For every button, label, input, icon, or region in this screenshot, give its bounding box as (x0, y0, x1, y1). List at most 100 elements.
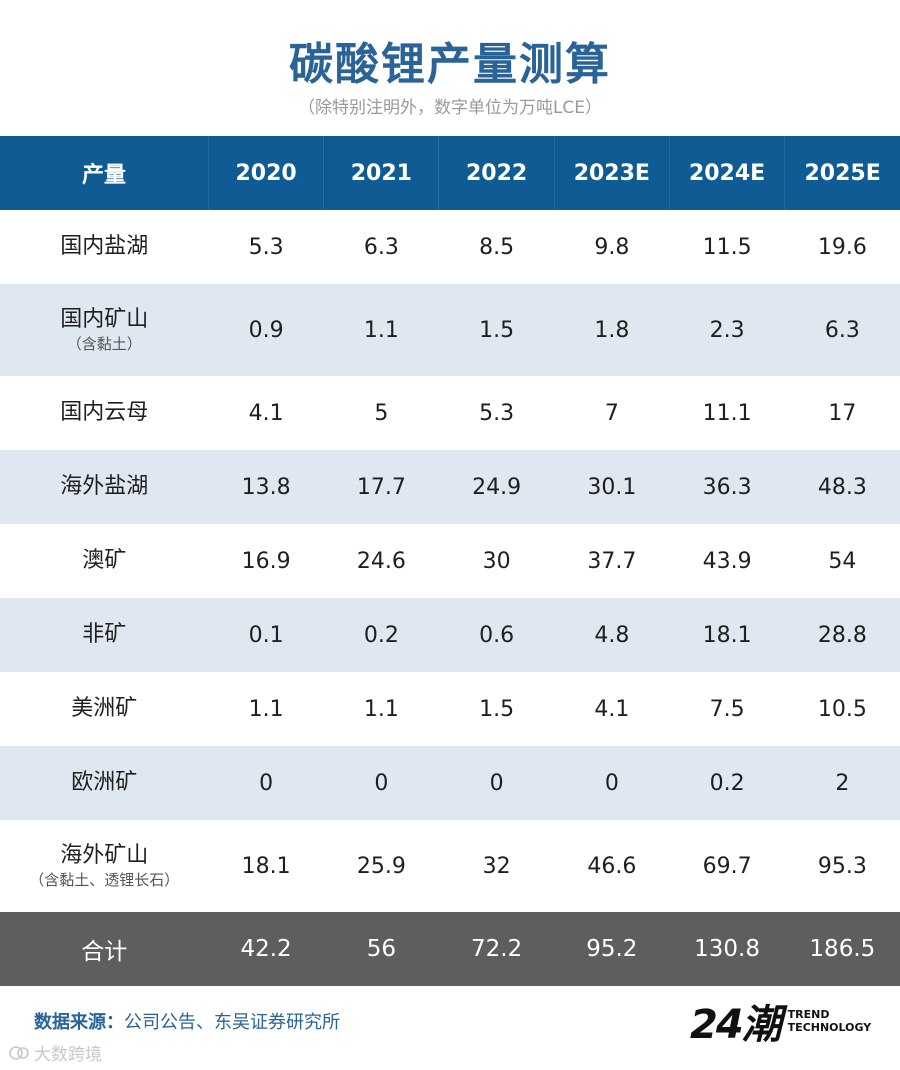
page-title: 碳酸锂产量测算 (289, 39, 611, 90)
data-table: 产量 2020 2021 2022 2023E 2024E 2025E 国内盐湖… (0, 136, 900, 986)
row-name: 海外盐湖 (60, 474, 149, 500)
value-cell: 95.3 (784, 820, 900, 912)
total-value-cell: 95.2 (554, 912, 670, 986)
value-cell: 69.7 (669, 820, 785, 912)
data-source: 数据来源：公司公告、东吴证券研究所 (34, 1008, 340, 1034)
value-cell: 32 (438, 820, 555, 912)
header-cell-2025e: 2025E (784, 136, 900, 210)
total-value-cell: 56 (323, 912, 439, 986)
total-value-cell: 72.2 (438, 912, 555, 986)
value-cell: 1.5 (438, 672, 555, 746)
row-label: 国内盐湖 (0, 210, 209, 284)
value-cell: 30.1 (554, 450, 670, 524)
value-cell: 0 (438, 746, 555, 820)
row-label: 海外盐湖 (0, 450, 209, 524)
value-cell: 30 (438, 524, 555, 598)
value-cell: 1.1 (323, 672, 439, 746)
value-cell: 6.3 (323, 210, 439, 284)
brand-logo: 24潮 TREND TECHNOLOGY (690, 998, 872, 1048)
row-label: 欧洲矿 (0, 746, 209, 820)
table-row: 国内云母 4.1 5 5.3 7 11.1 17 (0, 376, 900, 450)
value-cell: 0 (208, 746, 324, 820)
row-label: 国内云母 (0, 376, 209, 450)
value-cell: 18.1 (669, 598, 785, 672)
value-cell: 5 (323, 376, 439, 450)
total-value-cell: 42.2 (208, 912, 324, 986)
logo-text: TREND TECHNOLOGY (788, 1008, 872, 1034)
value-cell: 28.8 (784, 598, 900, 672)
row-note: （含黏土、透锂长石） (29, 871, 180, 890)
row-name: 澳矿 (82, 548, 127, 574)
table-body: 国内盐湖 5.3 6.3 8.5 9.8 11.5 19.6 国内矿山 （含黏土） 0.9 1.1 1… (0, 210, 900, 986)
row-name: 美洲矿 (71, 696, 138, 722)
row-name: 国内云母 (60, 400, 149, 426)
value-cell: 54 (784, 524, 900, 598)
logo-line1: TREND (787, 1008, 830, 1021)
value-cell: 1.1 (208, 672, 324, 746)
row-name: 国内盐湖 (60, 234, 149, 260)
value-cell: 0.6 (438, 598, 555, 672)
row-name: 欧洲矿 (71, 770, 138, 796)
table-row: 海外矿山 （含黏土、透锂长石） 18.1 25.9 32 46.6 69.7 95.3 (0, 820, 900, 912)
value-cell: 48.3 (784, 450, 900, 524)
logo-mark: 24潮 (690, 1002, 782, 1048)
table-row: 国内矿山 （含黏土） 0.9 1.1 1.5 1.8 2.3 6.3 (0, 284, 900, 376)
value-cell: 4.1 (208, 376, 324, 450)
row-label: 澳矿 (0, 524, 209, 598)
value-cell: 24.6 (323, 524, 439, 598)
value-cell: 7 (554, 376, 670, 450)
value-cell: 0.1 (208, 598, 324, 672)
value-cell: 7.5 (669, 672, 785, 746)
value-cell: 1.1 (323, 284, 439, 376)
row-label: 国内矿山 （含黏土） (0, 284, 209, 376)
row-label: 美洲矿 (0, 672, 209, 746)
value-cell: 2.3 (669, 284, 785, 376)
value-cell: 0.9 (208, 284, 324, 376)
header-cell-2020: 2020 (208, 136, 325, 210)
total-value-cell: 130.8 (669, 912, 785, 986)
header-cell-metric: 产量 (0, 136, 209, 210)
value-cell: 46.6 (554, 820, 670, 912)
header-cell-2022: 2022 (438, 136, 555, 210)
value-cell: 17.7 (323, 450, 439, 524)
watermark-text: 大数跨境 (34, 1045, 102, 1065)
row-label: 海外矿山 （含黏土、透锂长石） (0, 820, 209, 912)
page-subtitle: （除特别注明外，数字单位为万吨LCE） (297, 98, 603, 118)
value-cell: 36.3 (669, 450, 785, 524)
value-cell: 9.8 (554, 210, 670, 284)
value-cell: 8.5 (438, 210, 555, 284)
table-row: 海外盐湖 13.8 17.7 24.9 30.1 36.3 48.3 (0, 450, 900, 524)
value-cell: 10.5 (784, 672, 900, 746)
total-label: 合计 (0, 912, 209, 986)
total-value-cell: 186.5 (784, 912, 900, 986)
total-row: 合计 42.2 56 72.2 95.2 130.8 186.5 (0, 912, 900, 986)
source-text: 公司公告、东吴证券研究所 (124, 1012, 340, 1033)
row-note: （含黏土） (66, 335, 142, 354)
value-cell: 13.8 (208, 450, 324, 524)
logo-line2: TECHNOLOGY (787, 1021, 872, 1034)
value-cell: 17 (784, 376, 900, 450)
value-cell: 11.1 (669, 376, 785, 450)
row-name: 非矿 (82, 622, 127, 648)
value-cell: 6.3 (784, 284, 900, 376)
value-cell: 11.5 (669, 210, 785, 284)
value-cell: 0.2 (323, 598, 439, 672)
value-cell: 0 (323, 746, 439, 820)
table-row: 澳矿 16.9 24.6 30 37.7 43.9 54 (0, 524, 900, 598)
value-cell: 24.9 (438, 450, 555, 524)
table-row: 美洲矿 1.1 1.1 1.5 4.1 7.5 10.5 (0, 672, 900, 746)
row-label: 非矿 (0, 598, 209, 672)
value-cell: 18.1 (208, 820, 324, 912)
value-cell: 2 (784, 746, 900, 820)
value-cell: 19.6 (784, 210, 900, 284)
value-cell: 16.9 (208, 524, 324, 598)
row-name: 海外矿山 (60, 842, 149, 868)
value-cell: 4.8 (554, 598, 670, 672)
source-label: 数据来源： (34, 1012, 124, 1033)
value-cell: 4.1 (554, 672, 670, 746)
watermark: 大数跨境 (8, 1040, 102, 1065)
value-cell: 0.2 (669, 746, 785, 820)
header-cell-2021: 2021 (323, 136, 440, 210)
value-cell: 5.3 (438, 376, 555, 450)
table-header-row: 产量 2020 2021 2022 2023E 2024E 2025E (0, 136, 900, 210)
